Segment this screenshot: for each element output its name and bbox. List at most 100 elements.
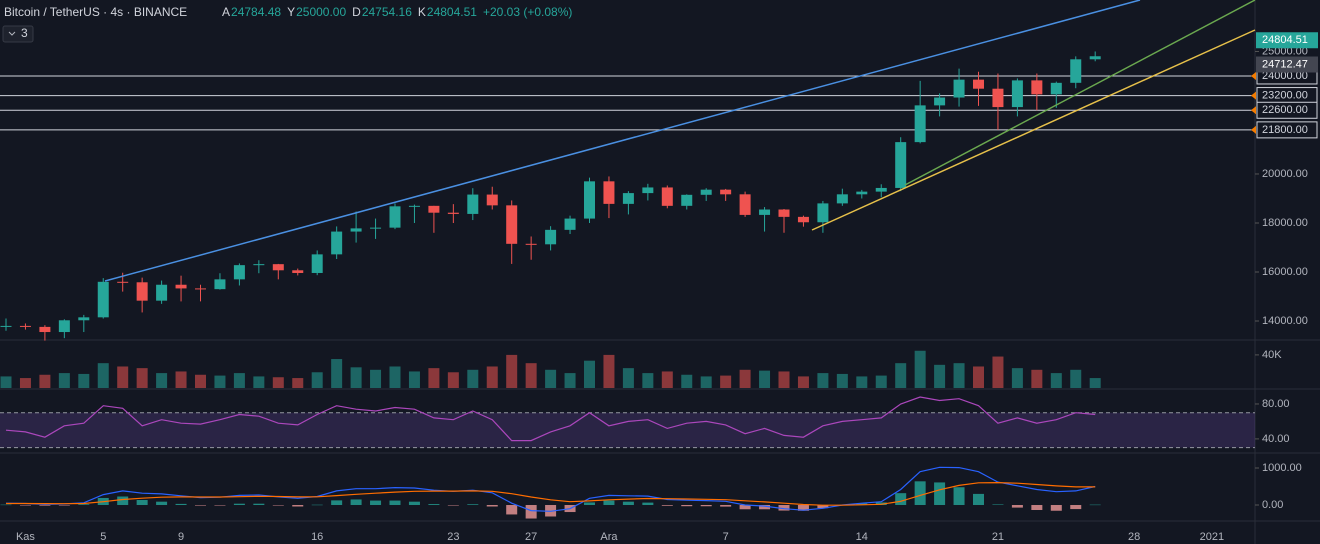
candle-body xyxy=(1011,80,1023,108)
volume-bar xyxy=(78,373,90,388)
histogram-bar xyxy=(408,501,420,506)
volume-bar xyxy=(428,368,440,388)
volume-bar xyxy=(1089,378,1101,388)
price-marker xyxy=(1256,32,1318,49)
volume-bar xyxy=(759,370,771,388)
candle-body xyxy=(875,187,887,192)
y-tick-label: 40.00 xyxy=(1262,433,1290,445)
histogram-bar xyxy=(720,505,732,507)
candle-body xyxy=(195,288,206,290)
volume-bar xyxy=(720,375,732,388)
x-tick-label: 27 xyxy=(525,531,537,543)
volume-bar xyxy=(1011,368,1023,388)
y-tick-label: 0.00 xyxy=(1262,499,1283,511)
candle-body xyxy=(370,227,382,229)
histogram-bar xyxy=(895,493,907,506)
candle-body xyxy=(525,243,537,245)
x-tick-label: Ara xyxy=(600,531,618,543)
candle-body xyxy=(331,231,343,255)
histogram-bar xyxy=(156,501,168,506)
volume-bar xyxy=(525,363,537,388)
volume-bar xyxy=(447,372,459,388)
histogram-bar xyxy=(739,505,751,510)
histogram-bar xyxy=(661,505,673,506)
volume-bar xyxy=(934,364,946,388)
price-marker xyxy=(1256,56,1318,73)
candle-body xyxy=(836,194,848,204)
volume-bar xyxy=(175,371,187,388)
volume-bar xyxy=(564,373,576,388)
candle-body xyxy=(214,279,226,290)
y-tick-label: 40K xyxy=(1262,349,1282,361)
volume-bar xyxy=(0,376,12,388)
histogram-bar xyxy=(136,500,148,506)
histogram-bar xyxy=(817,505,829,509)
candle-body xyxy=(739,194,751,215)
histogram-bar xyxy=(584,502,595,506)
candle-body xyxy=(564,218,576,230)
y-tick-label: 18000.00 xyxy=(1262,217,1308,229)
volume-bar xyxy=(856,376,868,388)
indicator-toggle[interactable] xyxy=(2,25,34,43)
macd-line xyxy=(6,481,1096,506)
volume-bar xyxy=(136,368,148,388)
histogram-bar xyxy=(350,499,362,506)
candle-body xyxy=(603,181,615,204)
histogram-bar xyxy=(311,504,323,506)
histogram-bar xyxy=(447,505,459,506)
volume-bar xyxy=(408,371,420,388)
candle-body xyxy=(175,284,187,289)
candle-body xyxy=(311,254,323,273)
ohlc-key: K xyxy=(418,5,426,19)
y-tick-label: 16000.00 xyxy=(1262,266,1308,278)
x-tick-label: 9 xyxy=(178,531,184,543)
candle-body xyxy=(136,282,148,301)
volume-bar xyxy=(973,366,984,388)
ohlc-value: 24784.48 xyxy=(231,5,281,19)
candle-body xyxy=(992,88,1004,108)
volume-bar xyxy=(467,369,479,388)
candle-body xyxy=(117,281,129,283)
x-tick-label: Kas xyxy=(16,531,35,543)
level-box xyxy=(1256,101,1318,119)
volume-bar xyxy=(914,350,926,388)
ohlc-value: 25000.00 xyxy=(296,5,346,19)
histogram-bar xyxy=(700,505,712,507)
candle-body xyxy=(408,205,420,207)
candle-body xyxy=(1031,80,1043,95)
candle-body xyxy=(584,181,595,219)
volume-bar xyxy=(642,373,654,388)
candle-body xyxy=(642,187,654,194)
volume-bar xyxy=(272,377,284,388)
candle-body xyxy=(700,189,712,195)
candle-body xyxy=(272,264,284,271)
histogram-bar xyxy=(292,505,304,507)
volume-bar xyxy=(156,373,168,388)
histogram-bar xyxy=(759,505,771,510)
indicator-count: 3 xyxy=(21,26,28,40)
volume-bar xyxy=(603,354,615,388)
candle-body xyxy=(292,270,304,273)
histogram-bar xyxy=(233,503,245,506)
volume-bar xyxy=(875,375,887,388)
candle-body xyxy=(914,105,926,143)
candle-body xyxy=(1050,82,1062,95)
histogram-bar xyxy=(1011,505,1023,508)
histogram-bar xyxy=(428,504,440,506)
trend-line xyxy=(904,0,1256,186)
volume-bar xyxy=(311,372,323,388)
histogram-bar xyxy=(992,504,1004,506)
histogram-bar xyxy=(642,502,654,506)
ohlc-value: 24754.16 xyxy=(362,5,412,19)
histogram-bar xyxy=(39,505,51,506)
histogram-bar xyxy=(331,500,343,506)
y-tick-label: 1000.00 xyxy=(1262,462,1302,474)
volume-bar xyxy=(331,359,343,388)
histogram-bar xyxy=(486,505,498,507)
candle-body xyxy=(973,79,984,89)
histogram-bar xyxy=(506,505,518,515)
x-tick-label: 5 xyxy=(100,531,106,543)
histogram-bar xyxy=(778,505,790,511)
trend-line xyxy=(811,29,1256,231)
volume-bar xyxy=(661,371,673,388)
